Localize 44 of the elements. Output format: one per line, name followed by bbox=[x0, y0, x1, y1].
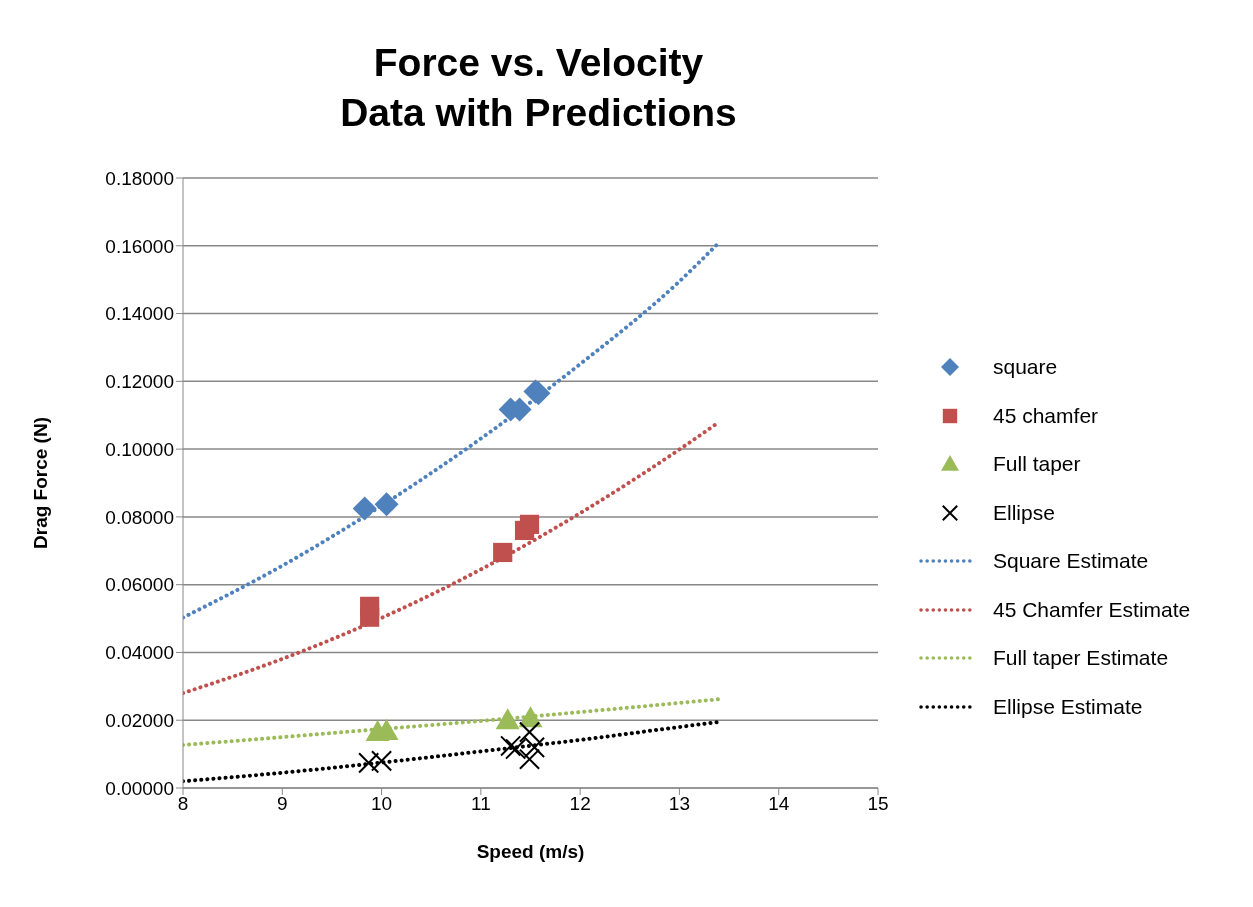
x-tick-label: 11 bbox=[470, 793, 491, 815]
y-tick-label: 0.06000 bbox=[105, 574, 174, 596]
y-tick-label: 0.00000 bbox=[105, 777, 174, 799]
point bbox=[493, 542, 513, 563]
legend-label: Ellipse Estimate bbox=[993, 694, 1143, 719]
line-series bbox=[183, 697, 722, 747]
point bbox=[360, 607, 380, 627]
point bbox=[518, 706, 543, 728]
legend-label: Ellipse bbox=[993, 500, 1055, 525]
y-axis-title: Drag Force (N) bbox=[29, 417, 51, 549]
x-axis-title: Speed (m/s) bbox=[476, 841, 585, 862]
y-tick-label: 0.14000 bbox=[105, 303, 174, 325]
x-tick-label: 9 bbox=[277, 793, 288, 815]
y-tick-label: 0.18000 bbox=[105, 167, 174, 189]
point bbox=[523, 736, 546, 758]
legend-label: 45 Chamfer Estimate bbox=[993, 597, 1191, 622]
point bbox=[370, 750, 393, 772]
y-tick-label: 0.10000 bbox=[105, 438, 174, 460]
x-tick-label: 8 bbox=[177, 793, 189, 815]
line-series bbox=[183, 719, 722, 784]
legend-label: Full taper Estimate bbox=[993, 646, 1169, 671]
x-tick-label: 13 bbox=[668, 793, 690, 815]
point bbox=[518, 748, 541, 770]
y-tick-label: 0.02000 bbox=[105, 709, 174, 731]
point bbox=[352, 496, 377, 521]
x-tick-label: 10 bbox=[371, 793, 393, 815]
point bbox=[518, 721, 541, 743]
y-tick-label: 0.16000 bbox=[105, 235, 174, 257]
point bbox=[358, 752, 380, 774]
x-tick-label: 15 bbox=[867, 793, 889, 815]
legend-label: square bbox=[993, 355, 1058, 380]
y-tick-label: 0.12000 bbox=[105, 371, 174, 393]
point bbox=[505, 738, 527, 760]
legend-label: Full taper bbox=[993, 452, 1081, 477]
x-tick-label: 12 bbox=[569, 793, 591, 815]
y-tick-label: 0.04000 bbox=[105, 642, 174, 664]
legend-label: Square Estimate bbox=[993, 549, 1149, 574]
y-tick-label: 0.08000 bbox=[105, 506, 174, 528]
point bbox=[495, 708, 520, 730]
point bbox=[500, 735, 522, 757]
legend-label: 45 chamfer bbox=[993, 403, 1099, 428]
point bbox=[374, 492, 399, 517]
x-tick-label: 14 bbox=[768, 793, 790, 815]
chart-title: Force vs. Velocity Data with Predictions bbox=[339, 40, 738, 136]
